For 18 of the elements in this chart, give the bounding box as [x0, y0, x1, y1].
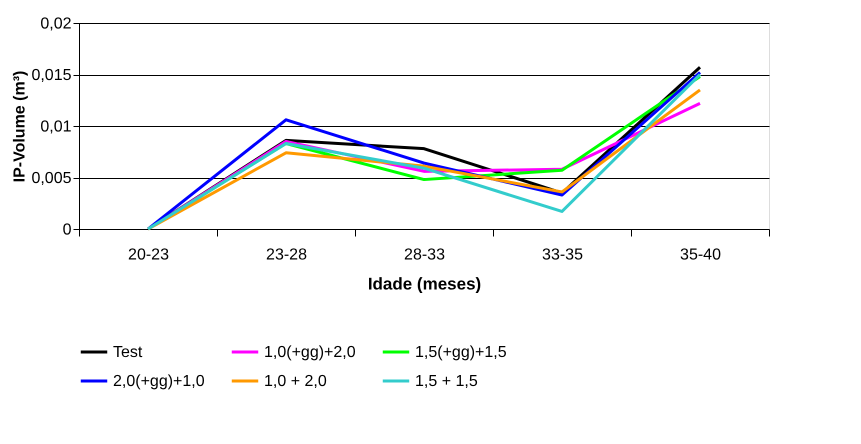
x-tick-label: 28-33 — [404, 246, 446, 264]
y-axis-title: IP-Volume (m³) — [11, 70, 28, 182]
x-axis-title: Idade (meses) — [368, 274, 482, 294]
x-tick-label: 23-28 — [266, 246, 308, 264]
x-tick-label: 35-40 — [680, 246, 722, 264]
y-tick-label: 0,005 — [31, 170, 72, 187]
legend-label: Test — [113, 344, 143, 361]
legend-label: 1,5(+gg)+1,5 — [415, 344, 507, 361]
legend-label: 1,0 + 2,0 — [264, 373, 327, 390]
y-tick-label: 0,015 — [31, 67, 72, 84]
legend-label: 1,0(+gg)+2,0 — [264, 344, 356, 361]
y-tick-label: 0 — [62, 222, 72, 238]
x-tick-label: 20-23 — [128, 246, 170, 264]
legend-label: 1,5 + 1,5 — [415, 373, 478, 390]
y-tick-label: 0,01 — [40, 118, 72, 136]
x-tick-label: 33-35 — [542, 246, 584, 264]
y-tick-label: 0,02 — [40, 16, 72, 32]
legend-label: 2,0(+gg)+1,0 — [113, 373, 205, 390]
